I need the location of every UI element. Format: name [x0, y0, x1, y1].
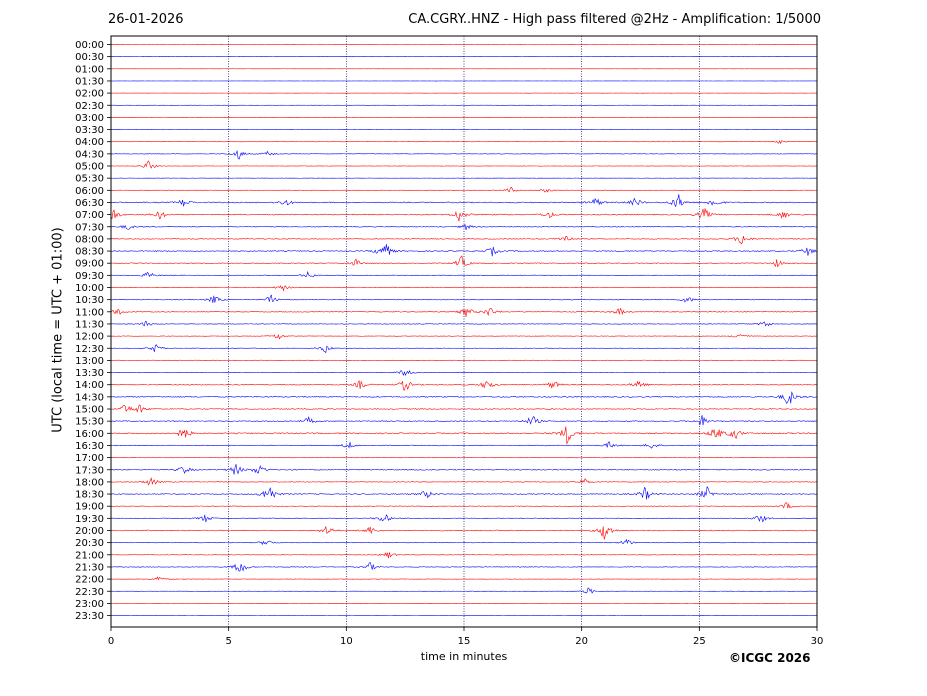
y-tick-label: 13:00 — [75, 356, 104, 367]
trace-0630 — [110, 194, 818, 208]
y-tick-label: 07:00 — [75, 210, 104, 221]
x-tick-label: 30 — [811, 636, 824, 647]
trace-1100 — [110, 307, 818, 318]
trace-2100 — [110, 552, 818, 559]
plot-frame — [110, 35, 818, 628]
y-tick-label: 11:00 — [75, 307, 104, 318]
copyright-label: ©ICGC 2026 — [729, 651, 811, 665]
x-tick-label: 5 — [225, 636, 231, 647]
trace-1230 — [110, 344, 818, 354]
trace-1330 — [110, 369, 818, 377]
y-tick-label: 06:30 — [75, 198, 104, 209]
trace-0800 — [110, 235, 818, 245]
y-tick-label: 15:00 — [75, 405, 104, 416]
y-tick-label: 10:30 — [75, 295, 104, 306]
x-tick-label: 20 — [575, 636, 588, 647]
y-tick-label: 16:00 — [75, 429, 104, 440]
trace-1700 — [110, 456, 818, 459]
y-tick-label: 17:00 — [75, 453, 104, 464]
y-tick-label: 21:00 — [75, 550, 104, 561]
y-tick-label: 02:30 — [75, 101, 104, 112]
y-tick-label: 09:30 — [75, 271, 104, 282]
x-tick-label: 10 — [340, 636, 353, 647]
y-tick-label: 14:00 — [75, 380, 104, 391]
trace-1300 — [110, 359, 818, 362]
x-tick-label: 0 — [108, 636, 114, 647]
y-tick-label: 03:00 — [75, 113, 104, 124]
trace-1600 — [110, 426, 818, 445]
x-axis-label: time in minutes — [420, 650, 508, 663]
y-tick-label: 20:00 — [75, 526, 104, 537]
y-tick-label: 10:00 — [75, 283, 104, 294]
y-tick-label: 07:30 — [75, 222, 104, 233]
y-tick-label: 04:30 — [75, 149, 104, 160]
y-tick-label: 08:00 — [75, 234, 104, 245]
y-tick-label: 09:00 — [75, 259, 104, 270]
y-tick-label: 12:30 — [75, 344, 104, 355]
y-tick-label: 11:30 — [75, 319, 104, 330]
y-tick-label: 06:00 — [75, 186, 104, 197]
y-tick-label: 19:30 — [75, 514, 104, 525]
y-tick-label: 19:00 — [75, 502, 104, 513]
trace-1000 — [110, 285, 818, 292]
y-tick-label: 18:30 — [75, 490, 104, 501]
chart-title: CA.CGRY..HNZ - High pass filtered @2Hz -… — [408, 12, 821, 27]
x-tick-label: 25 — [693, 636, 706, 647]
y-tick-label: 01:00 — [75, 64, 104, 75]
trace-2000 — [110, 526, 818, 540]
y-tick-label: 03:30 — [75, 125, 104, 136]
y-tick-label: 17:30 — [75, 465, 104, 476]
trace-1630 — [110, 441, 818, 449]
trace-0930 — [110, 270, 818, 278]
y-tick-label: 23:00 — [75, 599, 104, 610]
y-tick-label: 01:30 — [75, 76, 104, 87]
trace-1930 — [110, 514, 818, 523]
y-tick-label: 05:30 — [75, 174, 104, 185]
y-tick-label: 16:30 — [75, 441, 104, 452]
x-tick-group: 0 5 10 15 20 25 30 — [108, 627, 824, 647]
date-label: 26-01-2026 — [108, 12, 184, 27]
y-tick-label: 13:30 — [75, 368, 104, 379]
y-tick-label: 22:30 — [75, 587, 104, 598]
y-tick-label: 20:30 — [75, 538, 104, 549]
trace-1400 — [110, 379, 818, 391]
trace-0900 — [110, 255, 818, 268]
y-tick-label: 00:00 — [75, 40, 104, 51]
trace-0430 — [110, 149, 818, 160]
y-tick-label: 14:30 — [75, 392, 104, 403]
y-tick-label: 15:30 — [75, 417, 104, 428]
y-tick-label: 02:00 — [75, 89, 104, 100]
y-tick-label: 12:00 — [75, 332, 104, 343]
y-tick-label: 05:00 — [75, 162, 104, 173]
trace-0600 — [110, 186, 818, 193]
trace-2030 — [110, 538, 818, 546]
vertical-grid — [228, 36, 700, 627]
y-tick-label: 18:00 — [75, 477, 104, 488]
y-tick-label: 08:30 — [75, 247, 104, 258]
y-tick-label: 04:00 — [75, 137, 104, 148]
y-tick-label: 21:30 — [75, 562, 104, 573]
y-tick-label: 23:30 — [75, 611, 104, 622]
y-axis-label: UTC (local time = UTC + 01:00) — [50, 227, 66, 433]
y-tick-label: 22:00 — [75, 575, 104, 586]
y-tick-label: 00:30 — [75, 52, 104, 63]
x-tick-label: 15 — [458, 636, 471, 647]
trace-group — [110, 44, 818, 616]
